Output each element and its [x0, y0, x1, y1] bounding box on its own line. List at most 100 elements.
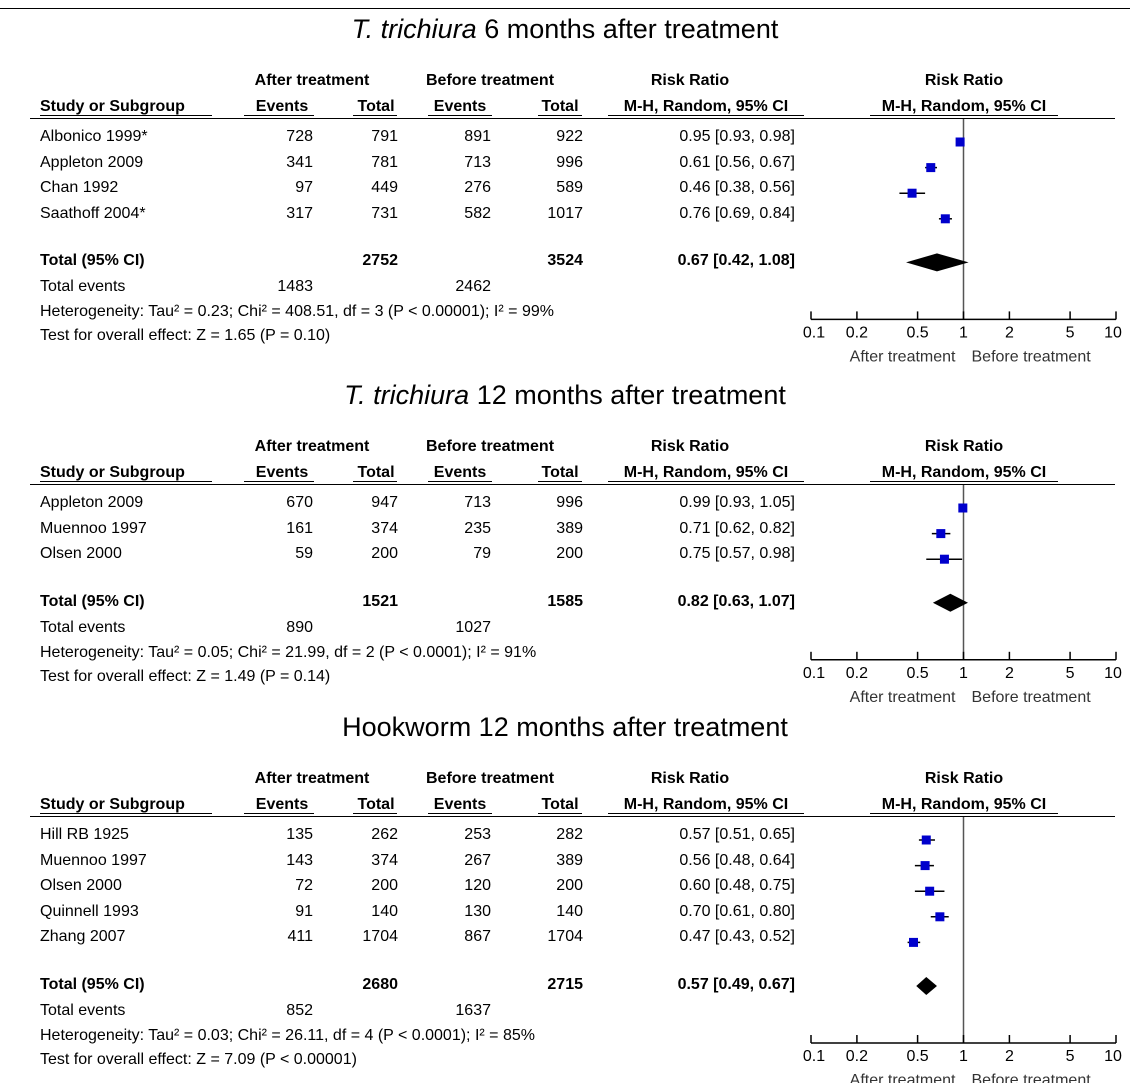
header-events-before: Events: [433, 464, 487, 481]
header-study-or-subgroup: Study or Subgroup: [40, 796, 185, 813]
events-after: 97: [295, 179, 313, 197]
events-after: 135: [286, 826, 313, 843]
study-name: Muennoo 1997: [40, 519, 147, 537]
header-events-after: Events: [255, 464, 309, 481]
total-events-after: 1483: [277, 278, 313, 296]
total-events-before: 2462: [455, 278, 491, 296]
study-name: Hill RB 1925: [40, 826, 129, 843]
total-before: 2715: [547, 976, 583, 993]
header-events-after: Events: [255, 98, 309, 115]
total-before: 200: [556, 545, 583, 563]
x-tick-label: 0.2: [846, 1048, 868, 1065]
pooled-effect-diamond: [932, 593, 968, 612]
risk-ratio-ci: 0.95 [0.93, 0.98]: [679, 128, 795, 145]
header-events-after: Events: [255, 796, 309, 813]
total-events-label: Total events: [40, 618, 126, 636]
x-tick-label: 10: [1104, 324, 1122, 341]
x-tick-label: 0.1: [803, 1048, 825, 1065]
header-events-before: Events: [433, 98, 487, 115]
header-study-or-subgroup: Study or Subgroup: [40, 98, 185, 115]
total-before: 3524: [547, 252, 583, 270]
study-name: Saathoff 2004*: [40, 204, 146, 222]
header-underline: [608, 481, 804, 482]
total-after: 374: [371, 851, 398, 869]
study-name: Albonico 1999*: [40, 128, 148, 145]
x-tick-label: 5: [1066, 1048, 1075, 1065]
panel-title-species: T. trichiura: [344, 380, 470, 410]
header-rule: [30, 816, 1115, 817]
header-total-before: Total: [541, 98, 579, 115]
total-events-after: 852: [286, 1002, 313, 1019]
x-tick-label: 1: [959, 1048, 968, 1065]
header-events-before: Events: [433, 796, 487, 813]
effect-marker: [907, 188, 917, 198]
effect-marker: [958, 503, 968, 513]
total-events-before: 1027: [455, 618, 491, 636]
events-before: 267: [464, 851, 491, 869]
risk-ratio-ci: 0.76 [0.69, 0.84]: [679, 204, 795, 222]
header-underline: [353, 115, 397, 116]
events-before: 79: [473, 545, 491, 563]
header-total-after: Total: [357, 98, 395, 115]
top-rule: [0, 8, 1130, 9]
header-study-or-subgroup: Study or Subgroup: [40, 464, 185, 481]
header-underline: [608, 813, 804, 814]
header-underline: [538, 813, 582, 814]
header-method: M-H, Random, 95% CI: [623, 98, 789, 115]
total-label: Total (95% CI): [40, 252, 145, 270]
favours-left-label: After treatment: [850, 689, 956, 706]
header-method: M-H, Random, 95% CI: [623, 796, 789, 813]
events-before: 235: [464, 519, 491, 537]
forest-plot: 0.1 0.2 0.5 1 2 5 10 After treatment Before trea…: [803, 485, 1122, 706]
header-risk-ratio-plot: Risk Ratio: [924, 72, 1004, 89]
effect-marker: [908, 937, 918, 947]
total-before: 282: [556, 826, 583, 843]
risk-ratio-ci: 0.57 [0.51, 0.65]: [679, 826, 795, 843]
x-tick-label: 0.2: [846, 665, 868, 682]
total-before: 389: [556, 851, 583, 869]
header-method-plot: M-H, Random, 95% CI: [881, 796, 1047, 813]
header-underline: [353, 481, 397, 482]
header-underline: [608, 115, 804, 116]
header-underline: [244, 481, 314, 482]
risk-ratio-ci: 0.56 [0.48, 0.64]: [679, 851, 795, 869]
header-underline: [40, 115, 212, 116]
favours-right-label: Before treatment: [972, 689, 1092, 706]
header-total-after: Total: [357, 464, 395, 481]
header-underline: [244, 115, 314, 116]
forest-panel-3: Hookworm 12 months after treatment After …: [0, 710, 1130, 1083]
overall-effect-text: Test for overall effect: Z = 1.49 (P = 0…: [40, 667, 331, 685]
panel-title: T. trichiura 12 months after treatment: [0, 378, 1130, 412]
total-after: 374: [371, 519, 398, 537]
header-after-treatment: After treatment: [254, 770, 370, 787]
risk-ratio-ci: 0.71 [0.62, 0.82]: [679, 519, 795, 537]
header-risk-ratio-plot: Risk Ratio: [924, 770, 1004, 787]
risk-ratio-ci: 0.60 [0.48, 0.75]: [679, 877, 795, 895]
study-name: Olsen 2000: [40, 545, 122, 563]
favours-right-label: Before treatment: [972, 348, 1092, 365]
header-method-plot: M-H, Random, 95% CI: [881, 464, 1047, 481]
favours-left-label: After treatment: [850, 348, 956, 365]
total-risk-ratio-ci: 0.67 [0.42, 1.08]: [677, 252, 795, 270]
total-after: 200: [371, 877, 398, 895]
heterogeneity-text: Heterogeneity: Tau² = 0.03; Chi² = 26.11…: [40, 1027, 535, 1044]
study-name: Appleton 2009: [40, 494, 144, 511]
x-tick-label: 1: [959, 324, 968, 341]
total-before: 589: [556, 179, 583, 197]
total-events-label: Total events: [40, 1002, 126, 1019]
events-after: 143: [286, 851, 313, 869]
study-name: Appleton 2009: [40, 153, 144, 171]
header-risk-ratio: Risk Ratio: [650, 72, 730, 89]
effect-marker: [920, 861, 930, 871]
header-total-before: Total: [541, 796, 579, 813]
total-after: 731: [371, 204, 398, 222]
total-events-after: 890: [286, 618, 313, 636]
x-tick-label: 5: [1066, 324, 1075, 341]
events-after: 91: [295, 902, 313, 920]
total-before: 1704: [547, 928, 583, 946]
forest-plot: 0.1 0.2 0.5 1 2 5 10 After treatment Before trea…: [803, 817, 1122, 1083]
total-after: 200: [371, 545, 398, 563]
x-tick-label: 0.1: [803, 665, 825, 682]
x-tick-label: 2: [1005, 324, 1014, 341]
x-tick-label: 2: [1005, 1048, 1014, 1065]
